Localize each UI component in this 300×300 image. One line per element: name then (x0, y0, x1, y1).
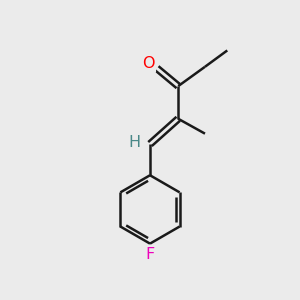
Text: F: F (146, 248, 154, 262)
Text: H: H (128, 135, 141, 150)
Text: O: O (142, 56, 154, 71)
